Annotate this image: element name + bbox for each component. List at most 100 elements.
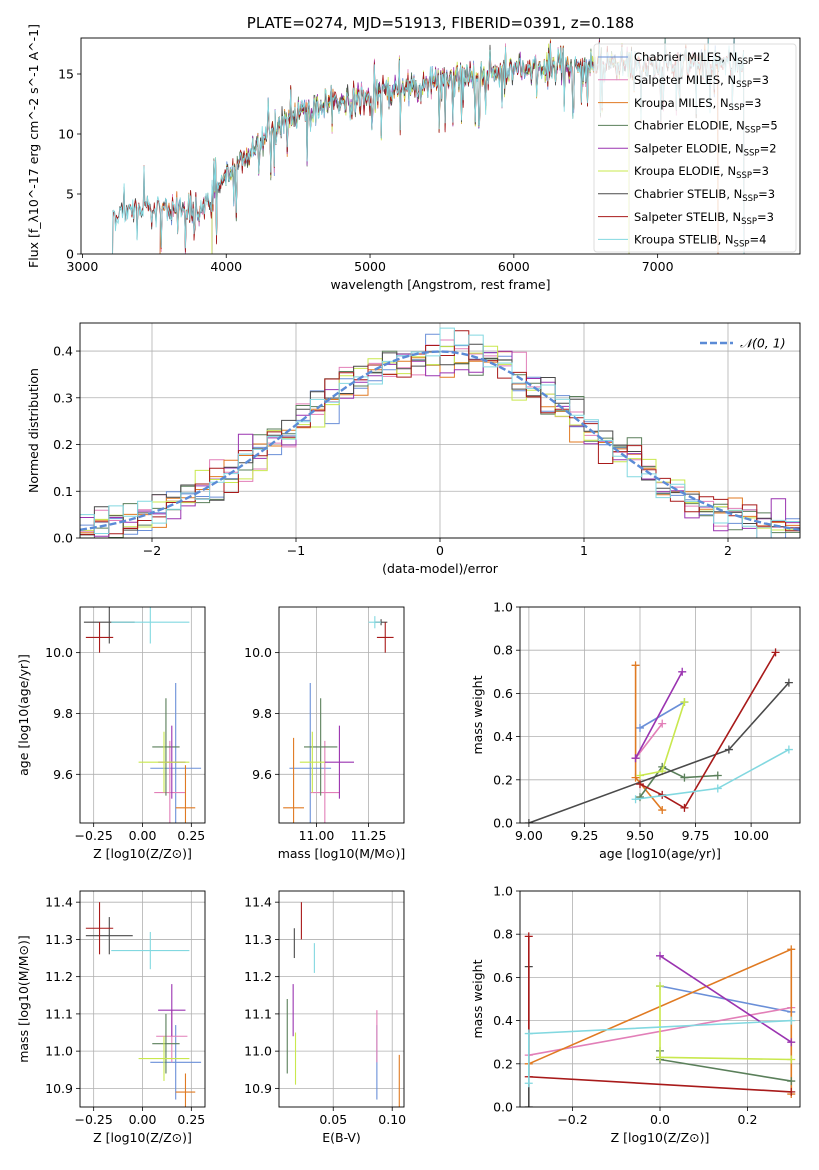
y-tick-label: 0.2 (493, 772, 513, 787)
data-point-marker (636, 793, 644, 802)
error-bar-point (111, 607, 190, 644)
data-point-marker (678, 667, 687, 676)
data-point-marker (631, 795, 640, 804)
axes-frame (80, 37, 801, 255)
data-point-marker (680, 773, 689, 782)
y-tick-label: 10.9 (244, 1081, 272, 1096)
y-axis-label: mass [log10(M/M⊙)] (16, 935, 31, 1063)
data-point-marker (636, 780, 644, 789)
x-axis-label: Z [log10(Z/Z⊙)] (611, 1130, 710, 1145)
data-point-marker (787, 1055, 796, 1064)
data-point-marker (771, 648, 780, 657)
x-axis-label: age [log10(age/yr)] (599, 846, 721, 861)
x-axis-label: mass [log10(M/M⊙)] (278, 846, 406, 861)
error-bar-point (175, 765, 196, 823)
mass-weight-vs-metallicity-panel: −0.2 0.0 0.2 0.0 0.2 0.4 0.6 0.8 1.0 Z [log10(Z/Z… (470, 884, 801, 1145)
y-axis-label: mass weight (470, 959, 485, 1038)
y-tick-label: 10 (58, 127, 74, 142)
data-point-marker (524, 1029, 533, 1038)
x-tick-label: 9.75 (682, 828, 710, 843)
y-tick-label: 15 (58, 67, 74, 82)
error-bar-point (152, 698, 180, 796)
data-point-marker (524, 1079, 533, 1088)
legend-label: 𝒩(0, 1) (740, 336, 786, 351)
data-point-marker (631, 661, 640, 670)
x-tick-label: −1 (287, 543, 305, 558)
y-tick-label: 11.4 (244, 895, 272, 910)
x-tick-label: 0.25 (177, 1112, 205, 1127)
error-bar-point (154, 740, 186, 823)
mass-vs-ebv-panel: 0.05 0.10 10.9 11.0 11.1 11.2 11.3 11.4 E(B-V) (244, 890, 406, 1145)
series-line (635, 748, 790, 800)
legend-label: Chabrier MILES, NSSP=2 (634, 50, 770, 67)
y-tick-label: 9.8 (252, 706, 272, 721)
normal-curve (80, 350, 800, 531)
legend: 𝒩(0, 1) (700, 336, 786, 351)
error-bar-point (376, 622, 394, 653)
x-tick-label: −2 (143, 543, 161, 558)
y-tick-label: 0.1 (53, 484, 73, 499)
error-bar-point (85, 622, 114, 653)
y-tick-label: 0.8 (493, 643, 513, 658)
y-tick-label: 1.0 (493, 884, 513, 899)
mass-weight-series (656, 951, 796, 1047)
error-bar-point (138, 1036, 190, 1081)
y-tick-label: 9.6 (252, 767, 272, 782)
series-line (634, 723, 663, 759)
y-tick-label: 11.3 (45, 932, 73, 947)
data-point-marker (524, 932, 533, 941)
plot-area (83, 607, 202, 823)
y-tick-label: 11.1 (45, 1006, 73, 1021)
data-point-marker (680, 698, 689, 707)
x-tick-label: 3000 (67, 259, 99, 274)
plot-area (524, 648, 793, 823)
plot-area (283, 616, 394, 823)
data-point-marker (787, 1087, 796, 1096)
series-line (639, 701, 685, 729)
y-axis-label: Flux [f_λ10^-17 erg cm^-2 s^-1 A^-1] (26, 24, 41, 268)
plot-area (80, 327, 800, 538)
x-tick-label: 0.25 (177, 828, 205, 843)
legend-label: Chabrier STELIB, NSSP=3 (634, 187, 775, 204)
y-tick-label: 0.6 (493, 970, 513, 985)
error-bar-point (150, 1025, 202, 1100)
y-tick-label: 9.8 (53, 706, 73, 721)
data-point-marker (724, 745, 733, 754)
chart-title: PLATE=0274, MJD=51913, FIBERID=0391, z=0… (247, 14, 634, 32)
age-vs-metallicity-panel: −0.25 0.00 0.25 9.6 9.8 10.0 Z [log10(Z/Z⊙)] ag… (16, 606, 206, 861)
legend-label: Kroupa STELIB, NSSP=4 (634, 233, 766, 250)
axes-frame (79, 890, 206, 1108)
y-tick-label: 11.2 (45, 969, 73, 984)
data-point-marker (787, 945, 796, 954)
axes-frame (278, 890, 405, 1108)
plot-area (524, 932, 796, 1107)
error-bar-point (283, 737, 304, 823)
y-tick-label: 10.0 (244, 645, 272, 660)
x-tick-label: 0.05 (319, 1112, 347, 1127)
y-tick-label: 0.4 (493, 729, 513, 744)
x-tick-label: −0.25 (75, 828, 113, 843)
x-tick-label: 9.50 (626, 828, 654, 843)
x-tick-label: 0.10 (378, 1112, 406, 1127)
y-tick-label: 11.4 (45, 895, 73, 910)
legend: Chabrier MILES, NSSP=2 Salpeter MILES, NS… (593, 43, 797, 253)
error-bar-point (152, 1013, 180, 1074)
x-tick-label: 0.00 (129, 828, 157, 843)
x-tick-label: −0.25 (75, 1112, 113, 1127)
data-point-marker (787, 1077, 796, 1086)
data-point-marker (656, 982, 664, 991)
mass-vs-metallicity-panel: −0.25 0.00 0.25 10.9 11.0 11.1 11.2 11.3 11.4 Z [… (16, 890, 206, 1145)
axes-frame (278, 606, 405, 824)
x-axis-label: Z [log10(Z/Z⊙)] (93, 1130, 192, 1145)
y-axis-label: age [log10(age/yr)] (16, 654, 31, 776)
data-point-marker (658, 719, 667, 728)
y-tick-label: 0.2 (53, 437, 73, 452)
axes-frame (519, 606, 801, 824)
x-tick-label: 4000 (210, 259, 242, 274)
legend-label: Chabrier ELODIE, NSSP=5 (634, 119, 778, 136)
legend-label: Salpeter STELIB, NSSP=3 (634, 210, 774, 227)
y-tick-label: 0.0 (493, 816, 513, 831)
y-tick-label: 0.6 (493, 686, 513, 701)
error-bar-point (158, 984, 186, 1037)
